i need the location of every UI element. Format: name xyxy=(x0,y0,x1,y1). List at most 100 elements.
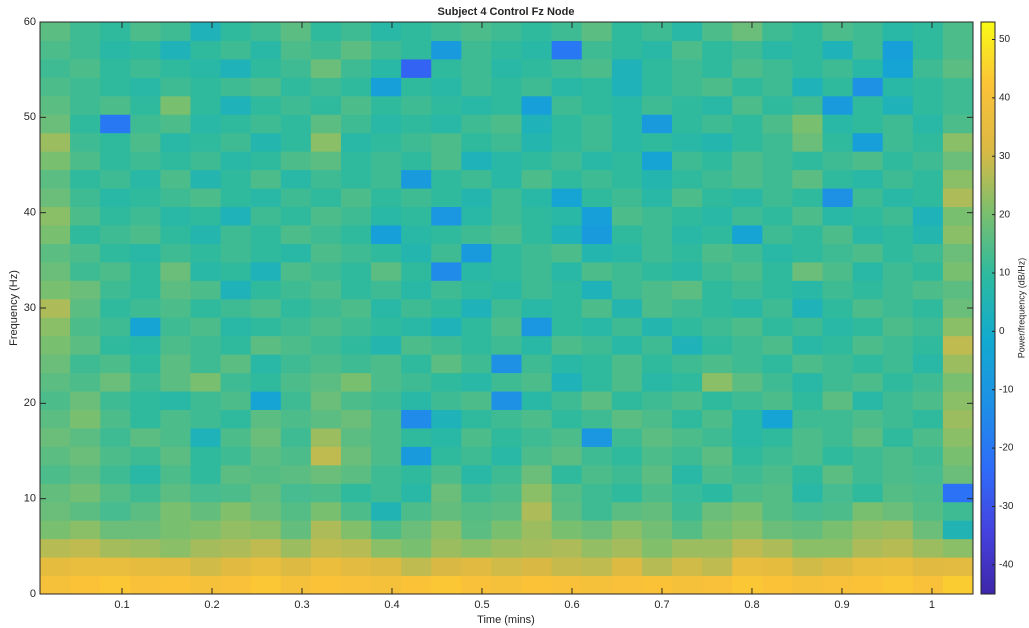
heatmap-cell xyxy=(491,95,523,115)
heatmap-cell xyxy=(280,335,312,355)
heatmap-cell xyxy=(461,114,492,134)
heatmap-cell xyxy=(190,40,222,60)
heatmap-cell xyxy=(672,169,703,189)
heatmap-cell xyxy=(100,409,131,429)
heatmap-cell xyxy=(942,206,974,226)
heatmap-cell xyxy=(672,520,703,540)
heatmap-cell xyxy=(912,22,944,41)
heatmap-cell xyxy=(220,132,252,152)
heatmap-cell xyxy=(641,372,673,392)
heatmap-cell xyxy=(912,409,944,429)
heatmap-cell xyxy=(431,391,462,410)
heatmap-cell xyxy=(100,354,131,374)
heatmap-cell xyxy=(852,391,884,410)
heatmap-cell xyxy=(371,77,402,97)
heatmap-cell xyxy=(762,22,793,41)
heatmap-cell xyxy=(882,354,914,374)
heatmap-cell xyxy=(912,206,944,226)
heatmap-cell xyxy=(792,40,824,60)
heatmap-cell xyxy=(461,446,492,466)
heatmap-cell xyxy=(882,538,914,558)
heatmap-cell xyxy=(672,557,703,577)
heatmap-cell xyxy=(852,317,884,337)
heatmap-cell xyxy=(100,95,131,115)
heatmap-cell xyxy=(130,464,161,484)
heatmap-cell xyxy=(852,520,884,540)
heatmap-cell xyxy=(160,206,191,226)
heatmap-cell xyxy=(702,372,733,392)
heatmap-cell xyxy=(611,40,643,60)
heatmap-cell xyxy=(431,114,462,134)
heatmap-cell xyxy=(702,520,733,540)
heatmap-cell xyxy=(100,22,131,41)
heatmap-cell xyxy=(551,501,583,521)
heatmap-cell xyxy=(250,483,282,503)
heatmap-cell xyxy=(491,132,523,152)
heatmap-cell xyxy=(190,243,222,263)
heatmap-cell xyxy=(190,261,222,281)
heatmap-cell xyxy=(641,557,673,577)
heatmap-cell xyxy=(100,483,131,503)
heatmap-cell xyxy=(611,354,643,374)
heatmap-cell xyxy=(672,298,703,318)
heatmap-cell xyxy=(371,391,402,410)
heatmap-cell xyxy=(70,446,101,466)
heatmap-cell xyxy=(461,188,492,208)
heatmap-cell xyxy=(702,446,733,466)
heatmap-cell xyxy=(461,483,492,503)
heatmap-cell xyxy=(551,22,583,41)
heatmap-cell xyxy=(280,40,312,60)
heatmap-cell xyxy=(521,243,553,263)
heatmap-cell xyxy=(491,520,523,540)
heatmap-cell xyxy=(401,224,432,244)
heatmap-cell xyxy=(822,114,854,134)
heatmap-cell xyxy=(220,169,252,189)
heatmap-cell xyxy=(551,575,583,595)
heatmap-cell xyxy=(280,538,312,558)
heatmap-cell xyxy=(100,261,131,281)
x-tick-label: 0.6 xyxy=(564,599,579,611)
heatmap-cell xyxy=(340,280,372,300)
heatmap-cell xyxy=(431,22,462,41)
heatmap-cell xyxy=(371,464,402,484)
heatmap-cell xyxy=(401,483,432,503)
heatmap-cell xyxy=(641,409,673,429)
heatmap-cell xyxy=(762,409,793,429)
heatmap-cell xyxy=(340,169,372,189)
heatmap-cell xyxy=(130,188,161,208)
heatmap-cell xyxy=(702,501,733,521)
heatmap-cell xyxy=(762,188,793,208)
heatmap-cell xyxy=(581,557,613,577)
colorbar-label: Power/frequency (dB/Hz) xyxy=(1016,258,1026,359)
heatmap-cell xyxy=(250,427,282,447)
heatmap-cell xyxy=(551,169,583,189)
heatmap-cell xyxy=(822,224,854,244)
heatmap-cell xyxy=(942,224,974,244)
heatmap-cell xyxy=(551,206,583,226)
heatmap-cell xyxy=(641,95,673,115)
heatmap-cell xyxy=(130,206,161,226)
heatmap-cell xyxy=(310,446,342,466)
heatmap-cell xyxy=(912,557,944,577)
heatmap-cell xyxy=(852,151,884,171)
heatmap-cell xyxy=(40,538,71,558)
heatmap-cell xyxy=(521,557,553,577)
heatmap-cell xyxy=(310,335,342,355)
heatmap-cell xyxy=(310,40,342,60)
heatmap-cell xyxy=(100,188,131,208)
heatmap-cell xyxy=(310,391,342,410)
heatmap-cell xyxy=(641,188,673,208)
heatmap-cell xyxy=(160,114,191,134)
heatmap-cell xyxy=(702,40,733,60)
heatmap-cell xyxy=(431,464,462,484)
heatmap-cell xyxy=(40,40,71,60)
heatmap-cell xyxy=(220,446,252,466)
heatmap-cell xyxy=(250,501,282,521)
heatmap-cell xyxy=(491,169,523,189)
heatmap-cell xyxy=(130,40,161,60)
heatmap-cell xyxy=(551,335,583,355)
heatmap-cell xyxy=(942,538,974,558)
heatmap-cell xyxy=(130,132,161,152)
heatmap-cell xyxy=(491,538,523,558)
heatmap-cell xyxy=(220,538,252,558)
